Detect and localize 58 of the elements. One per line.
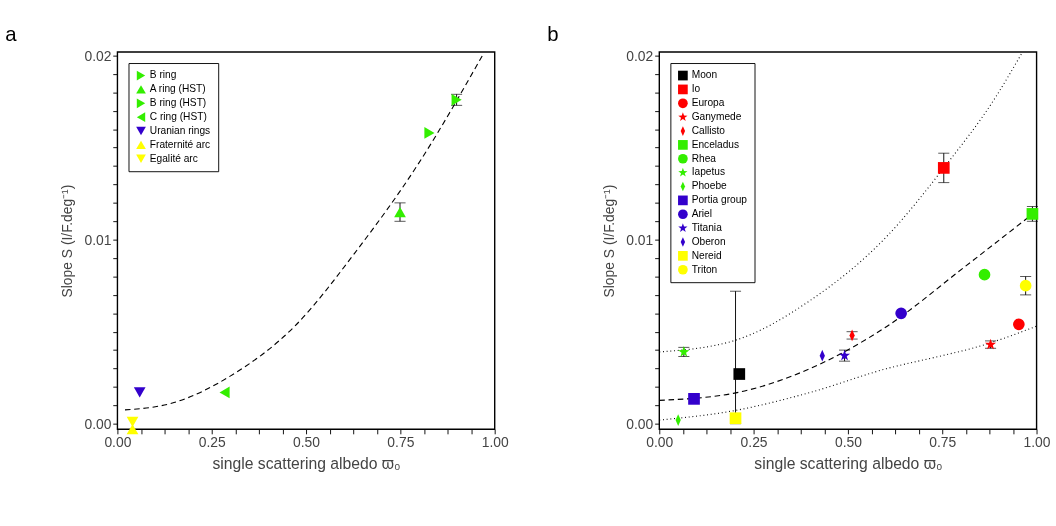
x-tick-label: 0.00 [646, 434, 674, 451]
y-tick-label: 0.01 [84, 231, 112, 248]
legend-label: Enceladus [691, 138, 740, 150]
legend-label: C ring (HST) [149, 110, 207, 122]
legend-label: A ring (HST) [149, 83, 206, 95]
chart-title: a [5, 22, 18, 45]
legend-label: Fraternité arc [149, 138, 211, 150]
legend-label: Triton [691, 263, 718, 275]
x-tick-label: 1.00 [481, 434, 509, 451]
legend-label: Ariel [691, 208, 712, 220]
x-tick-label: 0.75 [929, 434, 957, 451]
point [126, 416, 139, 427]
point [1013, 318, 1025, 331]
point [733, 368, 746, 380]
x-tick-label: 1.00 [1023, 434, 1051, 451]
legend-label: Europa [691, 97, 725, 109]
point [937, 162, 950, 174]
legend-label: Phoebe [691, 180, 728, 192]
x-tick-label: 0.25 [198, 434, 226, 451]
y-tick-label: 0.02 [84, 47, 112, 64]
y-tick-label: 0.00 [626, 415, 654, 432]
point [1019, 279, 1032, 292]
y-tick-label: 0.01 [626, 231, 654, 248]
point [895, 307, 907, 320]
point [688, 393, 700, 405]
legend-label: Titania [691, 221, 723, 233]
y-axis-title: Slope S (I/F.deg⁻¹) [601, 184, 618, 298]
point [424, 127, 435, 139]
y-tick-label: 0.00 [84, 415, 112, 432]
x-axis-title: single scattering albedo ϖ₀ [212, 455, 401, 473]
point [126, 424, 139, 435]
x-axis-title: single scattering albedo ϖ₀ [754, 455, 943, 473]
legend-label: B ring (HST) [149, 97, 207, 109]
legend-label: Rhea [691, 152, 717, 164]
legend-label: Egalité arc [149, 152, 198, 164]
x-tick-label: 0.25 [740, 434, 768, 451]
point [219, 386, 230, 399]
legend-label: Iapetus [691, 166, 725, 178]
legend-label: Io [691, 83, 701, 95]
legend-label: Uranian rings [149, 124, 211, 136]
point [394, 207, 406, 218]
legend-label: Moon [691, 69, 718, 81]
point [133, 387, 146, 398]
legend-label: Callisto [691, 124, 726, 136]
y-axis-title: Slope S (I/F.deg⁻¹) [59, 184, 76, 298]
legend-label: Portia group [691, 194, 748, 206]
legend-label: B ring [149, 69, 177, 81]
y-tick-label: 0.02 [626, 47, 654, 64]
legend-label: Ganymede [691, 110, 742, 122]
legend-label: Nereid [691, 249, 722, 261]
chart-title: b [547, 22, 559, 45]
x-tick-label: 0.50 [293, 434, 321, 451]
x-tick-label: 0.50 [834, 434, 863, 451]
x-tick-label: 0.00 [104, 434, 132, 451]
legend-label: Oberon [691, 235, 726, 247]
point [978, 268, 991, 281]
point [729, 412, 742, 425]
x-tick-label: 0.75 [387, 434, 415, 451]
